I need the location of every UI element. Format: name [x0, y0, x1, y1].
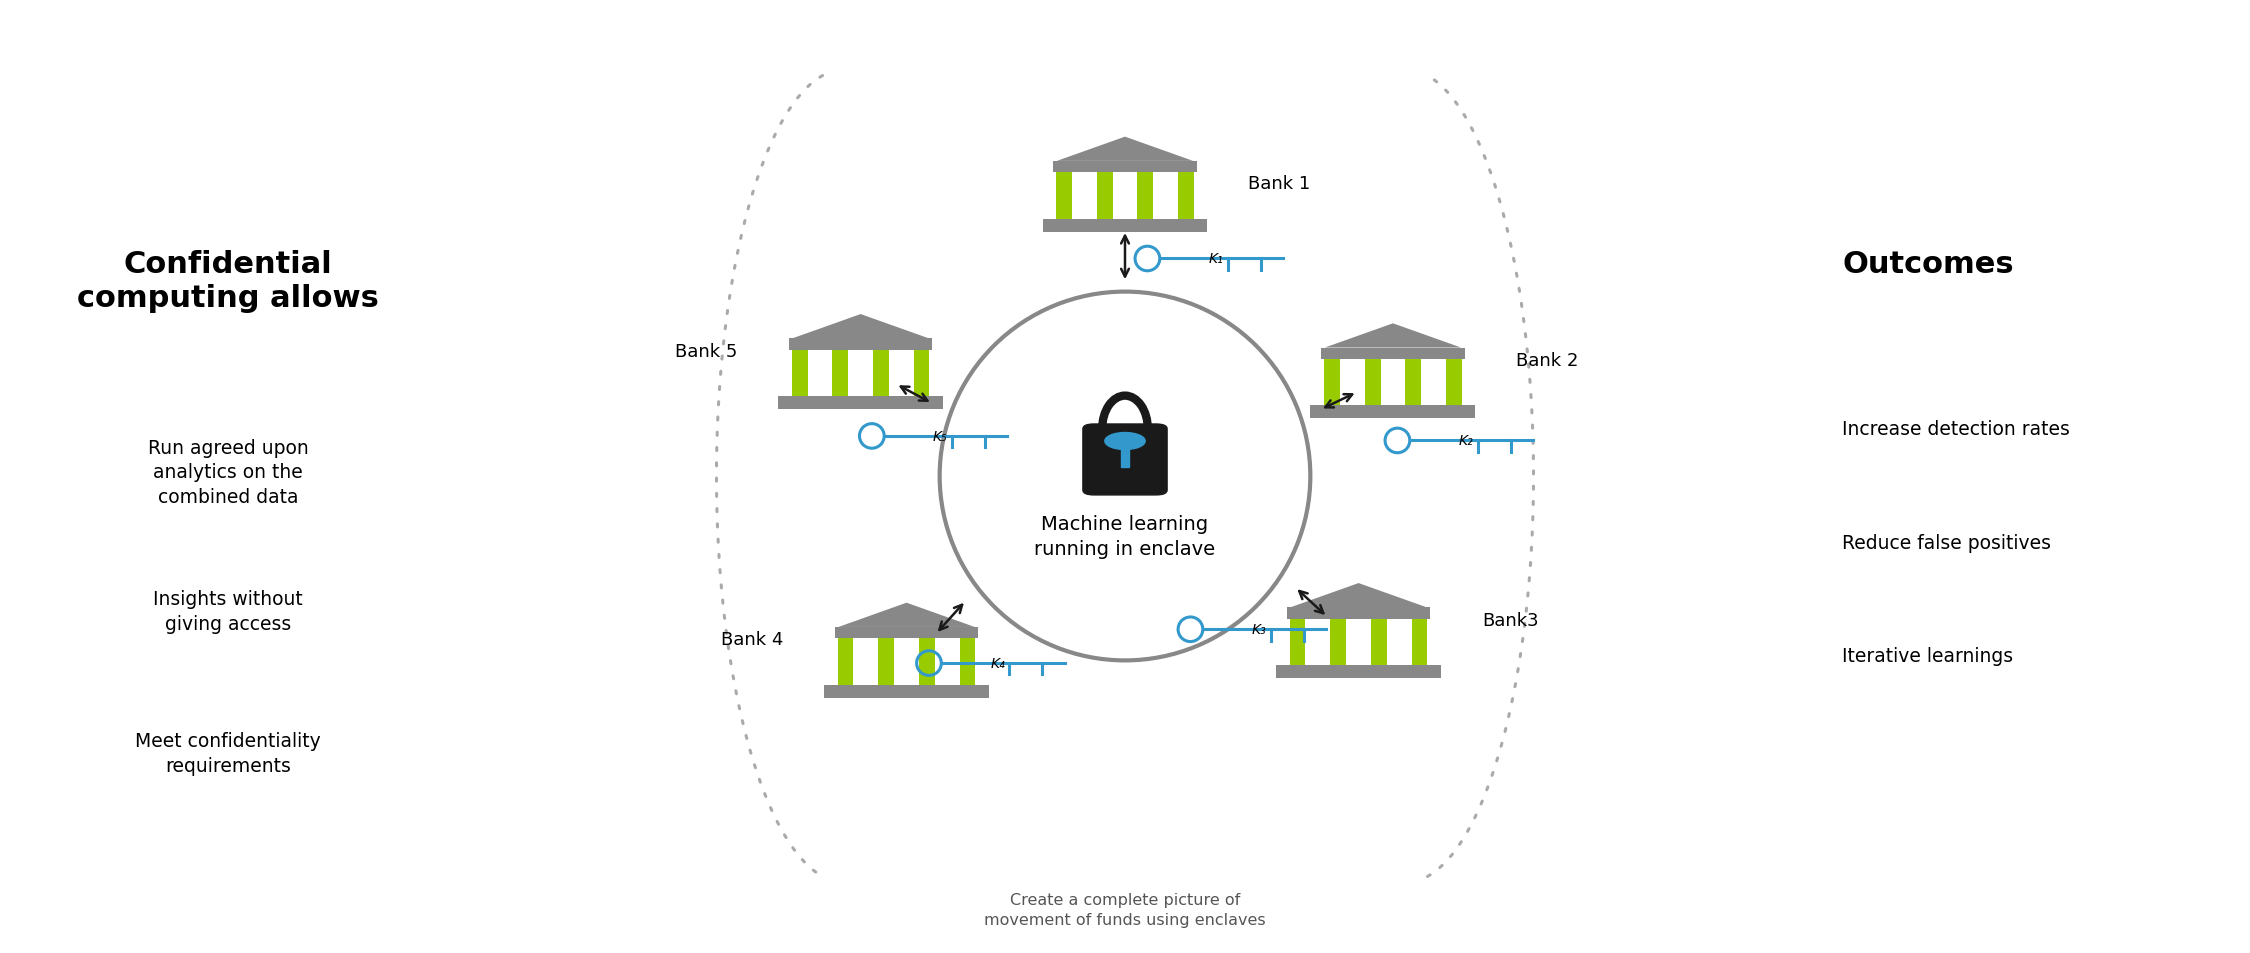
- Text: Insights without
giving access: Insights without giving access: [153, 590, 304, 633]
- Text: Confidential
computing allows: Confidential computing allows: [76, 250, 380, 313]
- Bar: [873, 351, 889, 396]
- Bar: [1138, 173, 1154, 219]
- Text: Run agreed upon
analytics on the
combined data: Run agreed upon analytics on the combine…: [148, 438, 308, 506]
- Bar: [1323, 359, 1339, 406]
- Bar: [1042, 219, 1208, 233]
- Text: K₁: K₁: [1208, 253, 1224, 266]
- Polygon shape: [1058, 137, 1192, 162]
- Bar: [1330, 619, 1346, 665]
- Text: K₄: K₄: [990, 657, 1006, 670]
- Bar: [1289, 619, 1305, 665]
- Bar: [1406, 359, 1422, 406]
- Bar: [1053, 162, 1197, 173]
- Text: Meet confidentiality
requirements: Meet confidentiality requirements: [135, 732, 322, 775]
- Circle shape: [1105, 433, 1145, 450]
- Bar: [790, 339, 932, 351]
- Text: K₂: K₂: [1458, 434, 1474, 448]
- Bar: [832, 351, 848, 396]
- Bar: [1179, 173, 1195, 219]
- Bar: [1276, 665, 1440, 679]
- Bar: [914, 351, 929, 396]
- Polygon shape: [839, 603, 974, 627]
- Bar: [1120, 444, 1130, 467]
- Bar: [1370, 619, 1386, 665]
- Bar: [1447, 359, 1462, 406]
- Polygon shape: [1292, 583, 1426, 608]
- Polygon shape: [792, 314, 929, 339]
- Bar: [878, 639, 893, 685]
- Bar: [837, 639, 853, 685]
- Text: Create a complete picture of
movement of funds using enclaves: Create a complete picture of movement of…: [983, 892, 1267, 927]
- Text: K₅: K₅: [934, 430, 947, 443]
- Bar: [1287, 608, 1431, 619]
- Text: Bank 4: Bank 4: [720, 631, 783, 649]
- Text: Reduce false positives: Reduce false positives: [1843, 533, 2052, 552]
- Bar: [778, 396, 943, 410]
- Bar: [824, 685, 990, 698]
- Bar: [1366, 359, 1382, 406]
- Text: Increase detection rates: Increase detection rates: [1843, 420, 2070, 438]
- Text: Outcomes: Outcomes: [1843, 250, 2014, 278]
- Bar: [835, 627, 979, 639]
- Text: Bank 5: Bank 5: [675, 342, 738, 360]
- Bar: [1321, 348, 1465, 359]
- Text: Iterative learnings: Iterative learnings: [1843, 646, 2014, 665]
- Bar: [1096, 173, 1112, 219]
- Text: K₃: K₃: [1251, 622, 1267, 637]
- Bar: [792, 351, 808, 396]
- Bar: [961, 639, 976, 685]
- Polygon shape: [1325, 324, 1460, 348]
- Text: Machine learning
running in enclave: Machine learning running in enclave: [1035, 515, 1215, 558]
- Text: Bank3: Bank3: [1483, 611, 1539, 629]
- Bar: [1411, 619, 1426, 665]
- Bar: [1310, 406, 1476, 418]
- Text: Bank 1: Bank 1: [1249, 174, 1309, 193]
- Bar: [918, 639, 934, 685]
- FancyBboxPatch shape: [1082, 424, 1168, 496]
- Bar: [1055, 173, 1071, 219]
- Ellipse shape: [940, 293, 1310, 660]
- Text: Bank 2: Bank 2: [1516, 352, 1579, 370]
